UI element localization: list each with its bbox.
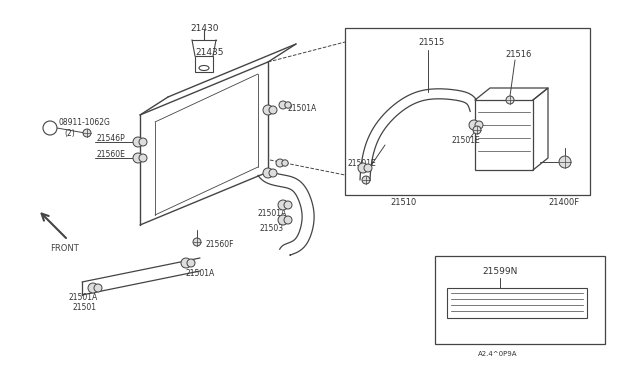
Circle shape	[559, 156, 571, 168]
Bar	[435, 256, 605, 344]
Bar	[447, 288, 587, 318]
Text: 21435: 21435	[195, 48, 223, 57]
Circle shape	[269, 106, 277, 114]
Text: A2.4^0P9A: A2.4^0P9A	[478, 351, 518, 357]
Circle shape	[269, 169, 277, 177]
Text: 21503: 21503	[260, 224, 284, 232]
Text: 21501E: 21501E	[348, 158, 377, 167]
Circle shape	[358, 163, 368, 173]
Circle shape	[193, 238, 201, 246]
Circle shape	[506, 96, 514, 104]
Circle shape	[284, 216, 292, 224]
Circle shape	[475, 121, 483, 129]
Text: 21400F: 21400F	[548, 198, 579, 206]
Circle shape	[133, 137, 143, 147]
Circle shape	[94, 284, 102, 292]
Text: (2): (2)	[64, 128, 75, 138]
Circle shape	[285, 102, 291, 108]
Text: 08911-1062G: 08911-1062G	[58, 118, 110, 126]
Text: 21501: 21501	[72, 304, 96, 312]
Text: 21501A: 21501A	[68, 294, 97, 302]
Circle shape	[88, 283, 98, 293]
Text: 21515: 21515	[418, 38, 444, 46]
Text: 21501A: 21501A	[258, 208, 287, 218]
Text: 21560E: 21560E	[96, 150, 125, 158]
Circle shape	[278, 215, 288, 225]
Text: FRONT: FRONT	[50, 244, 79, 253]
Bar	[475, 100, 533, 170]
Text: 21599N: 21599N	[482, 267, 517, 276]
Text: 21546P: 21546P	[96, 134, 125, 142]
Circle shape	[263, 105, 273, 115]
Bar	[195, 56, 213, 72]
Circle shape	[469, 120, 479, 130]
Circle shape	[282, 160, 288, 166]
Text: 21430: 21430	[190, 23, 218, 32]
Circle shape	[364, 164, 372, 172]
Circle shape	[139, 138, 147, 146]
Text: 21510: 21510	[390, 198, 416, 206]
Ellipse shape	[199, 65, 209, 71]
Text: 21560F: 21560F	[205, 240, 234, 248]
Text: 21501A: 21501A	[185, 269, 214, 279]
Circle shape	[362, 176, 370, 184]
Text: N: N	[47, 125, 53, 131]
Text: 21501E: 21501E	[452, 135, 481, 144]
Circle shape	[181, 258, 191, 268]
Circle shape	[187, 259, 195, 267]
Circle shape	[139, 154, 147, 162]
Circle shape	[83, 129, 91, 137]
Circle shape	[43, 121, 57, 135]
Bar	[345, 28, 590, 195]
Circle shape	[278, 200, 288, 210]
Text: 21501A: 21501A	[288, 103, 317, 112]
Circle shape	[284, 201, 292, 209]
Circle shape	[279, 101, 287, 109]
Circle shape	[473, 126, 481, 134]
Circle shape	[263, 168, 273, 178]
Text: 21516: 21516	[505, 49, 531, 58]
Circle shape	[133, 153, 143, 163]
Circle shape	[276, 159, 284, 167]
